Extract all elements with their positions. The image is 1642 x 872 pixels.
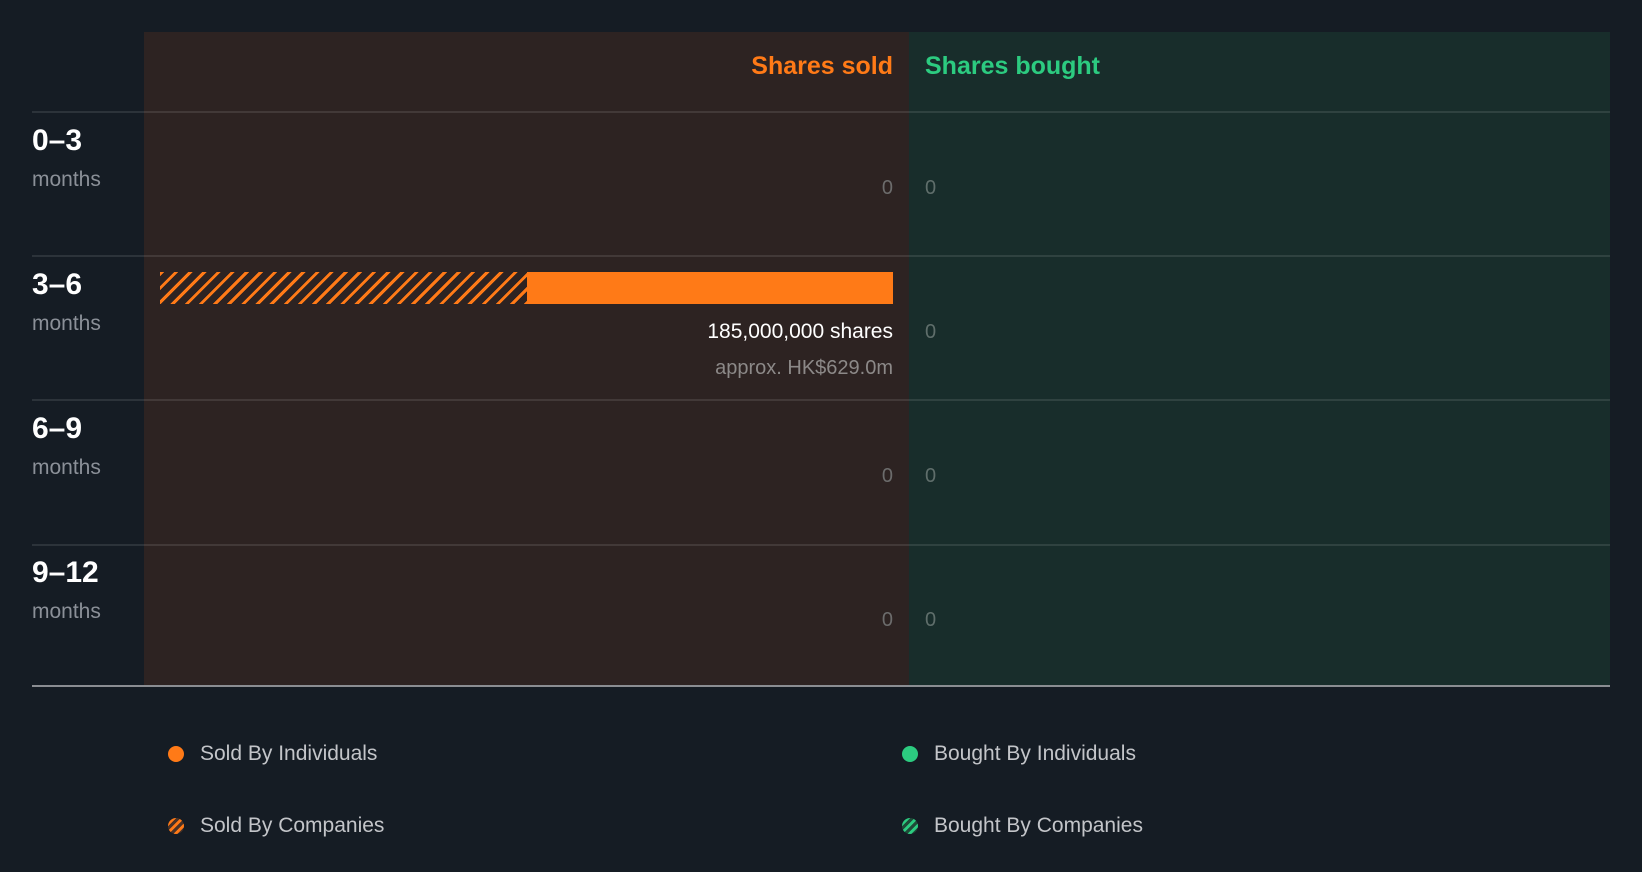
legend-sold-by-individuals: Sold By Individuals (168, 742, 377, 766)
shares-bought-header: Shares bought (925, 52, 1101, 80)
legend-label: Bought By Individuals (934, 742, 1136, 765)
bought-value: 0 (925, 465, 937, 487)
row-divider (32, 111, 1610, 113)
legend-bought-by-companies: Bought By Companies (902, 814, 1143, 838)
legend-label: Sold By Individuals (200, 742, 378, 765)
shares-sold-header: Shares sold (751, 52, 893, 80)
sold-value: 0 (881, 177, 893, 199)
legend-bought-by-individuals: Bought By Individuals (902, 742, 1136, 766)
row-divider (32, 255, 1610, 257)
period-range: 6–9 (32, 412, 83, 445)
row-divider (32, 544, 1610, 546)
bar-sold-by-individuals[interactable] (527, 272, 893, 304)
row-divider (32, 399, 1610, 401)
green-hatched-dot-icon (902, 818, 918, 834)
period-range: 0–3 (32, 124, 83, 157)
sold-value: 0 (881, 465, 893, 487)
period-label-6-9: 6–9 months (32, 411, 101, 481)
sold-shares-total: 185,000,000 shares (707, 320, 893, 343)
legend-sold-by-companies: Sold By Companies (168, 814, 384, 838)
period-unit: months (32, 312, 101, 335)
orange-hatched-dot-icon (168, 818, 184, 834)
period-range: 3–6 (32, 268, 83, 301)
period-range: 9–12 (32, 556, 99, 589)
shares-bought-panel (909, 32, 1610, 686)
period-unit: months (32, 168, 101, 191)
bar-sold-by-companies[interactable] (160, 272, 527, 304)
legend-label: Bought By Companies (934, 814, 1143, 837)
green-dot-icon (902, 746, 918, 762)
period-label-3-6: 3–6 months (32, 267, 101, 337)
period-label-0-3: 0–3 months (32, 123, 101, 193)
x-axis-line (32, 685, 1610, 687)
sold-value: 0 (881, 609, 893, 631)
bought-value: 0 (925, 609, 937, 631)
bought-value: 0 (925, 321, 937, 343)
orange-dot-icon (168, 746, 184, 762)
bought-value: 0 (925, 177, 937, 199)
period-unit: months (32, 600, 101, 623)
period-label-9-12: 9–12 months (32, 555, 101, 625)
sold-value-approx: approx. HK$629.0m (715, 357, 893, 379)
period-unit: months (32, 456, 101, 479)
shares-sold-panel (144, 32, 909, 686)
legend-label: Sold By Companies (200, 814, 385, 837)
